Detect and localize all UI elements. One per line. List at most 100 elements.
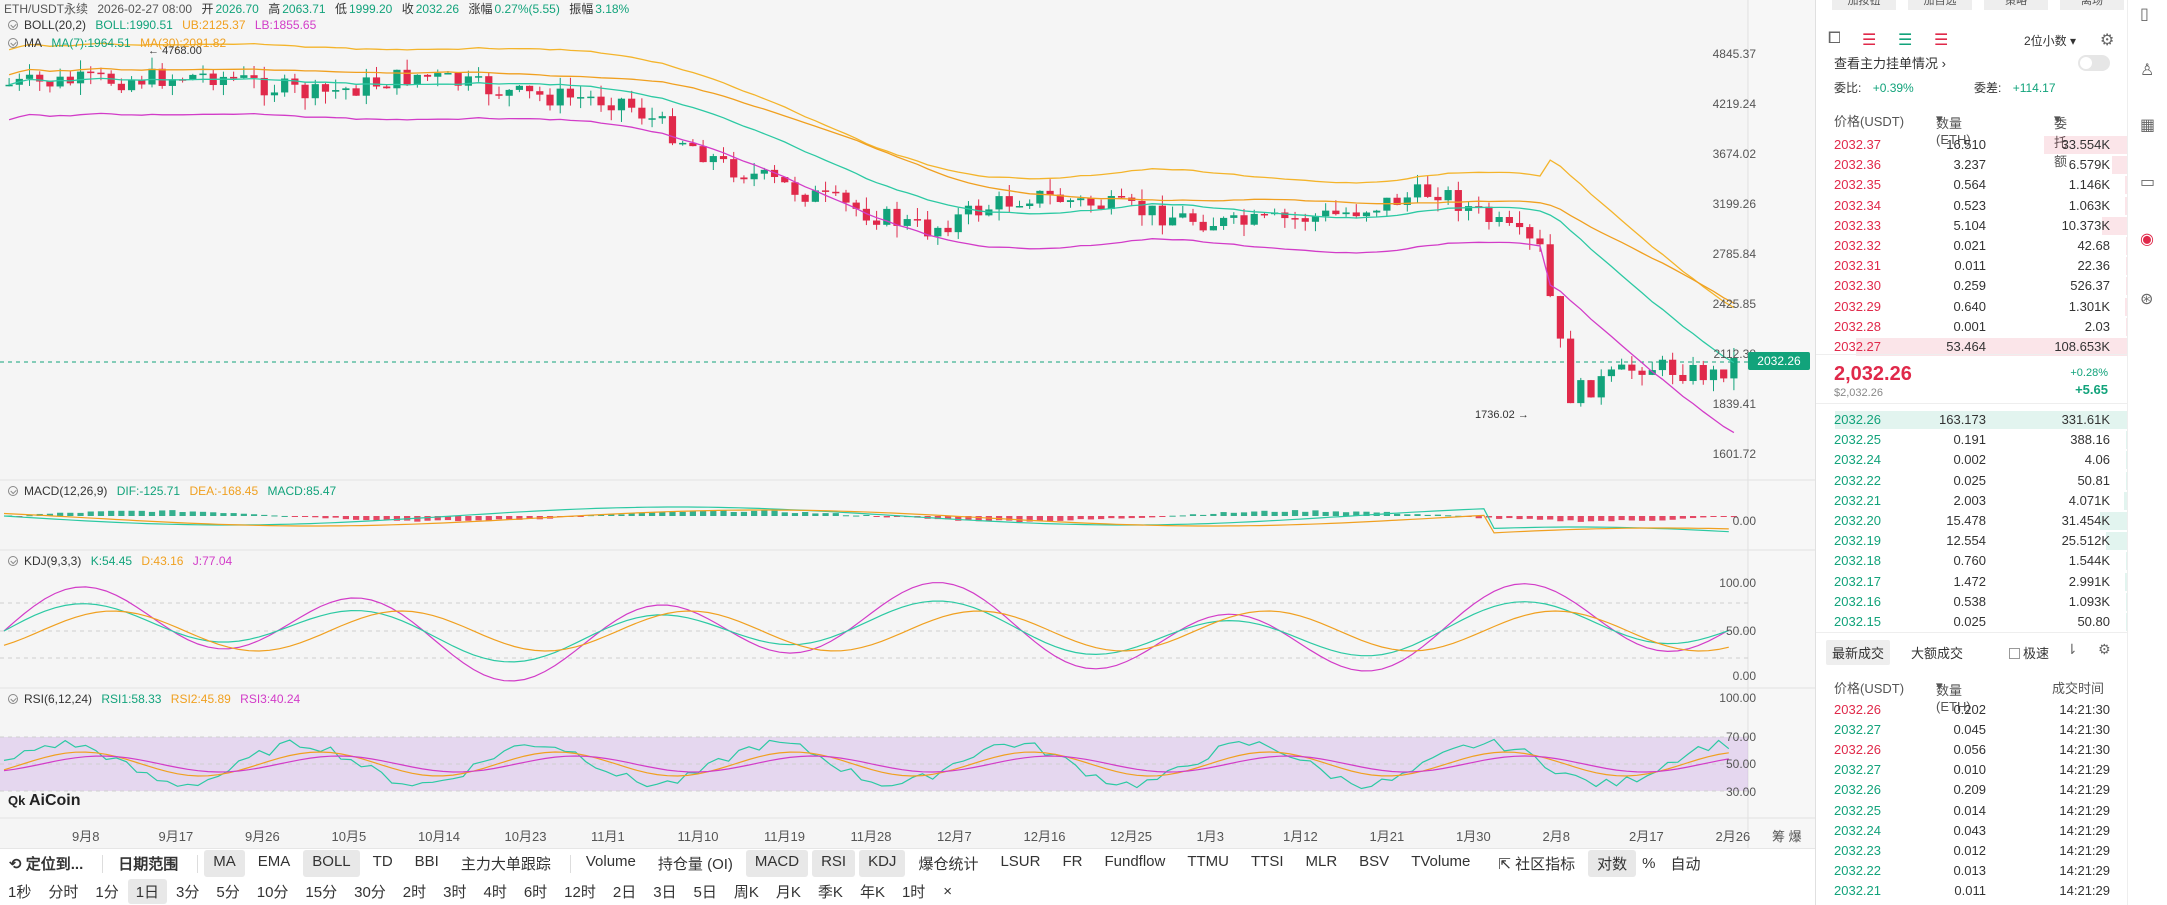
sub-indicator-9[interactable]: TTMU	[1187, 853, 1229, 870]
bid-row[interactable]: 2032.26 163.173 331.61K	[1816, 410, 2128, 430]
bid-row[interactable]: 2032.20 15.478 31.454K	[1816, 511, 2128, 531]
period-9[interactable]: 2时	[402, 884, 427, 901]
period-3[interactable]: 1日	[127, 879, 168, 904]
bid-row[interactable]: 2032.22 0.025 50.81	[1816, 471, 2128, 491]
book-bids-icon[interactable]: ☰	[1898, 32, 1913, 49]
boll-toggle-icon[interactable]	[8, 20, 18, 30]
locate-button[interactable]: ⟲ 定位到...	[0, 850, 92, 877]
top-button-2[interactable]: 策略	[1984, 0, 2048, 10]
period-6[interactable]: 10分	[256, 884, 289, 901]
tab-large-trades[interactable]: 大额成交	[1911, 646, 1964, 661]
period-7[interactable]: 15分	[305, 884, 338, 901]
card-icon[interactable]: ▭	[2140, 174, 2156, 191]
col-total[interactable]: 委托额 ▾	[2054, 111, 2068, 169]
axis-right-tools[interactable]: 筹 爆	[1772, 829, 1802, 844]
period-15[interactable]: 3日	[653, 884, 677, 901]
sub-indicator-5[interactable]: 爆仓统计	[918, 856, 979, 873]
period-14[interactable]: 2日	[612, 884, 637, 901]
period-0[interactable]: 1秒	[8, 884, 32, 901]
period-2[interactable]: 1分	[95, 884, 119, 901]
main-orders-toggle[interactable]	[2078, 55, 2110, 71]
tab-latest-trades[interactable]: 最新成交	[1826, 640, 1891, 665]
ask-row[interactable]: 2032.29 0.640 1.301K	[1816, 297, 2128, 317]
period-17[interactable]: 周K	[733, 884, 759, 901]
chart-area[interactable]: ETH/USDT永续 2026-02-27 08:00 开 2026.70 高 20…	[0, 0, 1815, 905]
log-scale-button[interactable]: 对数	[1588, 850, 1637, 877]
percent-scale-button[interactable]: %	[1642, 855, 1656, 872]
ask-row[interactable]: 2032.33 5.104 10.373K	[1816, 216, 2128, 236]
period-4[interactable]: 3分	[176, 884, 200, 901]
indicator-0[interactable]: MA	[204, 850, 245, 877]
period-8[interactable]: 30分	[354, 884, 386, 901]
fast-checkbox[interactable]: 极速	[2009, 643, 2049, 662]
period-16[interactable]: 5日	[693, 884, 717, 901]
close-icon[interactable]: ×	[943, 883, 953, 900]
ask-row[interactable]: 2032.28 0.001 2.03	[1816, 317, 2128, 337]
period-10[interactable]: 3时	[443, 884, 467, 901]
ask-row[interactable]: 2032.32 0.021 42.68	[1816, 236, 2128, 256]
sub-indicator-0[interactable]: Volume	[585, 853, 636, 870]
period-12[interactable]: 6时	[523, 884, 548, 901]
period-1[interactable]: 分时	[48, 884, 79, 901]
layout-icon[interactable]: ⧠	[1828, 30, 1841, 47]
macd-toggle-icon[interactable]	[8, 486, 18, 496]
sub-indicator-1[interactable]: 持仓量 (OI)	[657, 856, 733, 873]
trade-col-amount[interactable]: 数量(ETH) ▾	[1936, 678, 1971, 714]
top-button-3[interactable]: 离场	[2060, 0, 2124, 10]
sub-indicator-11[interactable]: MLR	[1305, 853, 1338, 870]
ask-row[interactable]: 2032.30 0.259 526.37	[1816, 276, 2128, 296]
period-5[interactable]: 5分	[216, 884, 240, 901]
sub-indicator-7[interactable]: FR	[1062, 853, 1083, 870]
precision-select[interactable]: 2位小数 ▾	[2024, 32, 2076, 49]
sub-indicator-6[interactable]: LSUR	[1000, 853, 1041, 870]
bid-row[interactable]: 2032.15 0.025 50.80	[1816, 612, 2128, 632]
ask-row[interactable]: 2032.34 0.523 1.063K	[1816, 196, 2128, 216]
period-18[interactable]: 月K	[775, 884, 801, 901]
period-11[interactable]: 4时	[483, 884, 507, 901]
main-orders-link[interactable]: 查看主力挂单情况 ›	[1834, 53, 1946, 72]
ma-toggle-icon[interactable]	[8, 38, 18, 48]
ask-row[interactable]: 2032.27 53.464 108.653K	[1816, 337, 2128, 357]
indicator-4[interactable]: BBI	[414, 853, 439, 870]
indicator-3[interactable]: TD	[372, 853, 393, 870]
chart-icon[interactable]: ▦	[2140, 117, 2156, 134]
rsi-toggle-icon[interactable]	[8, 694, 18, 704]
indicator-1[interactable]: EMA	[257, 853, 291, 870]
top-button-1[interactable]: 加自选	[1908, 0, 1972, 10]
indicator-5[interactable]: 主力大单跟踪	[460, 856, 551, 873]
period-13[interactable]: 12时	[564, 884, 596, 901]
bid-row[interactable]: 2032.24 0.002 4.06	[1816, 450, 2128, 470]
bid-row[interactable]: 2032.21 2.003 4.071K	[1816, 491, 2128, 511]
sub-indicator-4[interactable]: KDJ	[859, 850, 906, 877]
sub-indicator-13[interactable]: TVolume	[1411, 853, 1471, 870]
kdj-toggle-icon[interactable]	[8, 556, 18, 566]
ask-row[interactable]: 2032.36 3.237 6.579K	[1816, 155, 2128, 175]
filter-icon[interactable]: ⇂	[2066, 641, 2078, 657]
period-21[interactable]: 1时	[901, 884, 926, 901]
indicator-2[interactable]: BOLL	[303, 850, 360, 877]
sub-indicator-3[interactable]: RSI	[812, 850, 856, 877]
ask-row[interactable]: 2032.35 0.564 1.146K	[1816, 175, 2128, 195]
top-button-0[interactable]: 加按钮	[1832, 0, 1896, 10]
sub-indicator-10[interactable]: TTSI	[1251, 853, 1284, 870]
chart-canvas[interactable]	[0, 0, 1815, 848]
period-19[interactable]: 季K	[817, 884, 843, 901]
community-indicators-button[interactable]: ⇱ 社区指标	[1489, 850, 1584, 877]
col-amount[interactable]: 数量 (ETH) ▾	[1936, 111, 1971, 147]
gear-icon[interactable]: ⚙	[2100, 32, 2115, 49]
bid-row[interactable]: 2032.25 0.191 388.16	[1816, 430, 2128, 450]
bid-row[interactable]: 2032.17 1.472 2.991K	[1816, 572, 2128, 592]
wallet-icon[interactable]: ▯	[2140, 6, 2149, 23]
ask-row[interactable]: 2032.31 0.011 22.36	[1816, 256, 2128, 276]
sub-indicator-8[interactable]: Fundflow	[1104, 853, 1166, 870]
date-range-button[interactable]: 日期范围	[118, 856, 179, 873]
person-icon[interactable]: ♙	[2140, 62, 2155, 79]
settings-icon[interactable]: ⚙	[2098, 641, 2111, 657]
book-asks-icon[interactable]: ☰	[1934, 32, 1949, 49]
period-20[interactable]: 年K	[859, 884, 885, 901]
book-both-icon[interactable]: ☰	[1862, 32, 1877, 49]
sub-indicator-2[interactable]: MACD	[745, 850, 809, 877]
bid-row[interactable]: 2032.16 0.538 1.093K	[1816, 592, 2128, 612]
auto-scale-button[interactable]: 自动	[1670, 856, 1701, 873]
sub-indicator-12[interactable]: BSV	[1359, 853, 1390, 870]
